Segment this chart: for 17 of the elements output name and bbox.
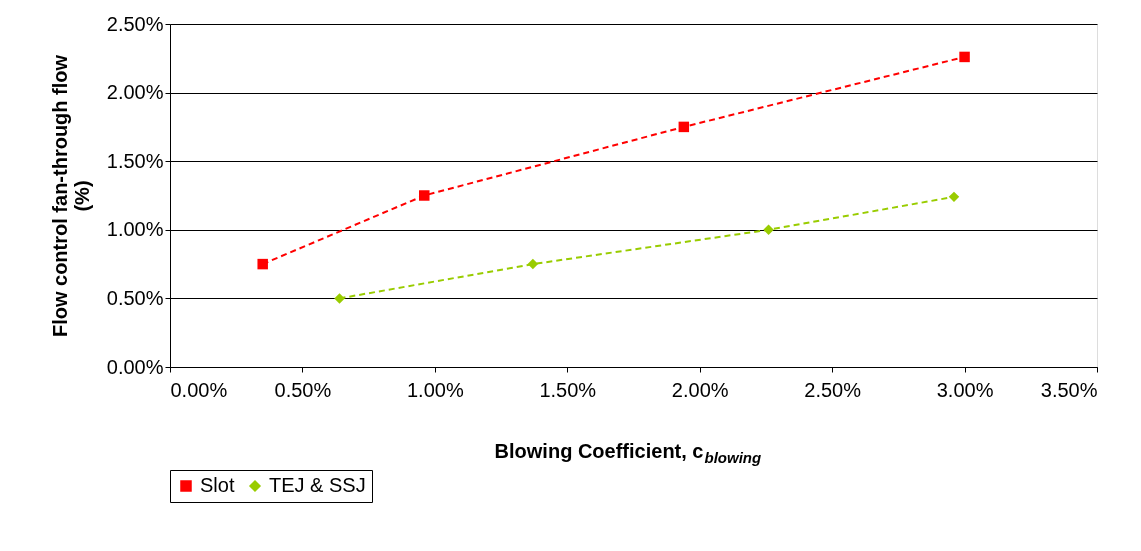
y-tick-label: 1.00% (106, 218, 164, 241)
y-tick-label: 2.50% (106, 12, 164, 35)
x-tick-label: 2.50% (804, 378, 862, 401)
x-tick-label: 3.00% (936, 378, 994, 401)
y-tick-label: 0.00% (106, 355, 164, 378)
x-tick-label: 3.50% (1040, 378, 1098, 401)
legend-label: TEJ & SSJ (269, 474, 366, 496)
x-tick-label: 0.50% (274, 378, 332, 401)
y-axis-title: Flow control fan-through flow (%) (48, 54, 93, 338)
x-tick-label: 1.50% (539, 378, 597, 401)
x-tick-label: 0.00% (170, 378, 228, 401)
y-tick-label: 0.50% (106, 286, 164, 309)
legend-label: Slot (200, 474, 235, 496)
x-tick-label: 2.00% (671, 378, 729, 401)
y-tick-label: 2.00% (106, 81, 164, 104)
x-tick-label: 1.00% (407, 378, 464, 401)
y-tick-label: 1.50% (106, 149, 164, 172)
